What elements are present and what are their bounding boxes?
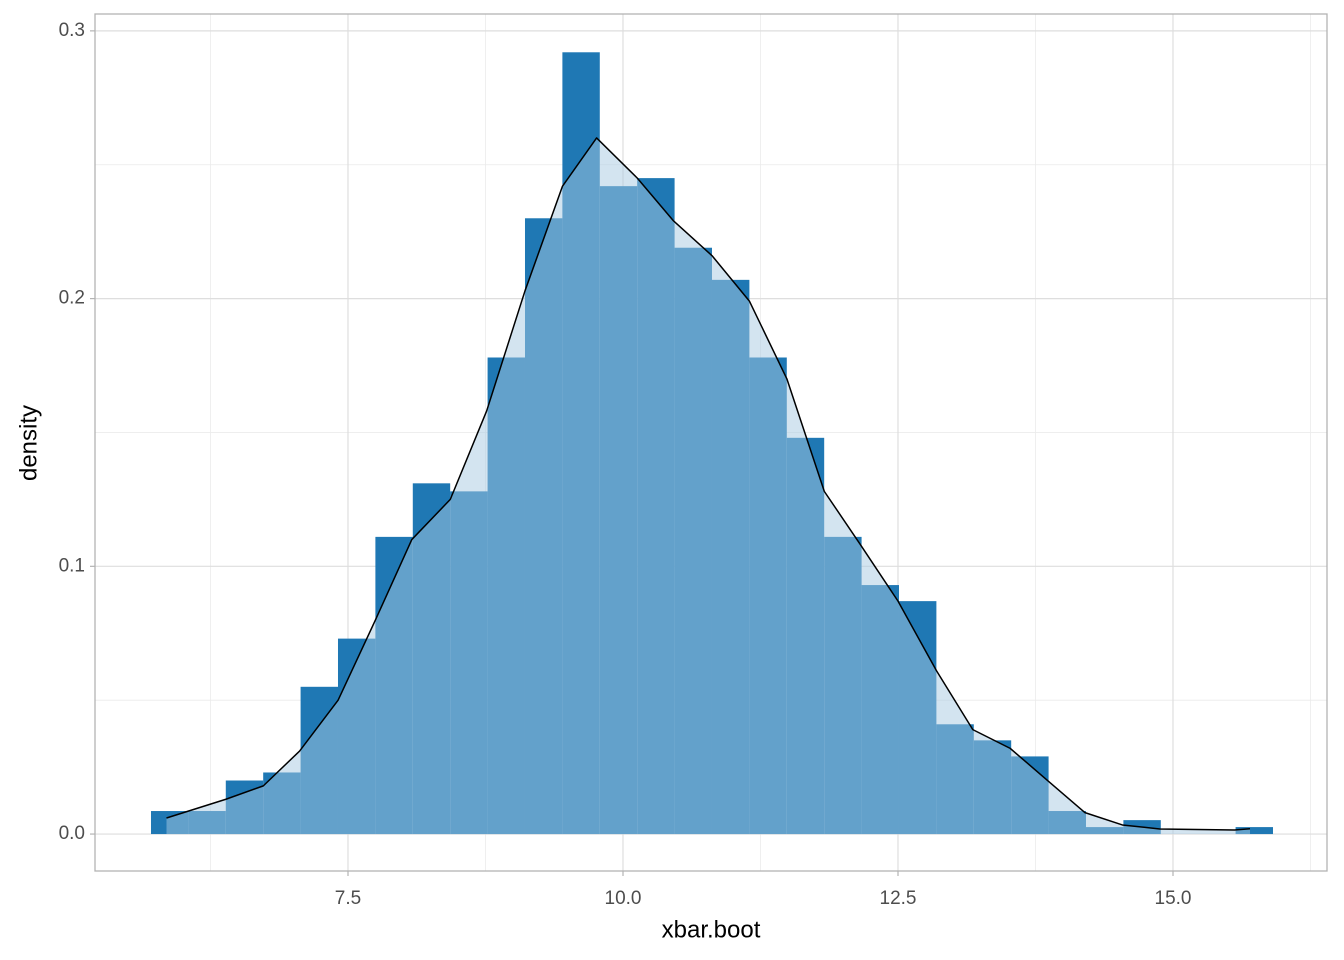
y-tick-label: 0.3 [59,20,85,41]
density-area [166,137,1250,835]
marks [150,52,1273,835]
x-tick-label: 12.5 [880,888,917,909]
x-tick-label: 10.0 [605,888,642,909]
y-tick-label: 0.1 [59,555,85,576]
panel-border [94,13,1328,872]
y-axis-title: density [15,405,42,481]
x-tick-label: 7.5 [335,888,361,909]
x-tick-label: 15.0 [1155,888,1192,909]
bar [1235,827,1273,835]
y-tick-label: 0.0 [59,823,85,844]
density-line [166,137,1251,831]
y-tick-label: 0.2 [59,288,85,309]
x-axis-title: xbar.boot [662,916,761,943]
